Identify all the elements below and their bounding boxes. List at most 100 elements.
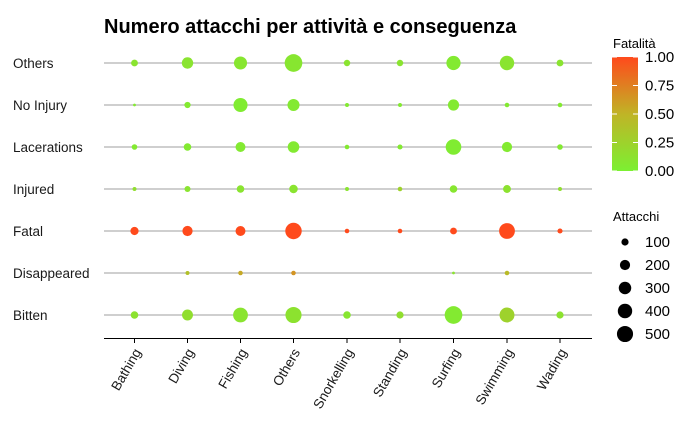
bubble-point — [450, 227, 457, 235]
y-tick-label: Injured — [13, 182, 54, 197]
bubble-point — [238, 270, 243, 276]
size-legend: Attacchi 100 200 300 400 500 — [613, 209, 670, 343]
chart-title: Numero attacchi per attività e conseguen… — [104, 16, 517, 38]
x-tick-label: Snorkelling — [310, 346, 356, 411]
bubble-point — [499, 307, 515, 323]
size-legend-dot — [619, 259, 631, 271]
x-tick-label: Standing — [370, 346, 410, 400]
y-axis-ticks: Bitten Disappeared Fatal Injured Lacerations… — [13, 56, 90, 323]
bubble-point — [499, 55, 515, 71]
bubble-point — [133, 103, 136, 107]
x-tick-label: Surfing — [429, 346, 463, 391]
x-tick-label: Swimming — [472, 346, 516, 407]
color-legend-label: 0.75 — [645, 78, 674, 95]
bubble-point — [345, 187, 349, 191]
color-legend-label: 0.50 — [645, 106, 674, 123]
size-legend-items: 100 200 300 400 500 — [616, 234, 670, 343]
bubble-point — [130, 311, 139, 319]
size-legend-dot — [616, 325, 634, 343]
x-tick-label: Diving — [165, 346, 197, 386]
bubble-point — [557, 228, 563, 234]
color-legend-label: 0.25 — [645, 135, 674, 152]
size-legend-label: 200 — [645, 257, 670, 274]
size-legend-label: 100 — [645, 234, 670, 251]
size-legend-dot — [618, 281, 632, 295]
bubble-point — [236, 185, 245, 193]
bubble-point — [235, 142, 246, 152]
bubble-point — [235, 226, 246, 236]
bubble-point — [501, 141, 513, 153]
y-tick-label: No Injury — [13, 98, 67, 113]
color-legend-ticks: 0.00 0.25 0.50 0.75 1.00 — [612, 49, 674, 180]
bubble-point — [289, 184, 298, 194]
bubble-point — [285, 306, 302, 324]
bubble-point — [504, 102, 510, 108]
bubble-point — [233, 307, 248, 323]
bubble-layer — [130, 54, 564, 324]
y-tick-label: Disappeared — [13, 266, 90, 281]
size-legend-dot — [621, 238, 629, 246]
bubble-point — [131, 144, 138, 150]
size-legend-label: 300 — [645, 280, 670, 297]
bubble-point — [503, 185, 511, 193]
bubble-point — [343, 311, 351, 319]
y-tick-label: Others — [13, 56, 54, 71]
size-legend-dot — [617, 303, 633, 319]
bubble-point — [452, 271, 455, 275]
bubble-point — [184, 101, 191, 109]
size-legend-label: 500 — [645, 326, 670, 343]
bubble-point — [233, 56, 248, 70]
bubble-point — [396, 311, 404, 319]
color-legend-title: Fatalità — [613, 36, 656, 51]
bubble-point — [556, 311, 564, 319]
x-tick-label: Fishing — [215, 346, 250, 391]
bubble-point — [445, 139, 462, 155]
bubble-point — [182, 225, 193, 237]
bubble-point — [504, 270, 510, 276]
bubble-point — [287, 141, 300, 153]
bubble-point — [397, 186, 403, 192]
bubble-point — [285, 222, 302, 240]
bubble-point — [557, 144, 563, 150]
color-legend: Fatalità 0.00 0.25 0.50 0.75 1.00 — [612, 36, 674, 180]
bubble-point — [344, 144, 350, 150]
bubble-point — [556, 59, 564, 67]
bubble-point — [398, 103, 402, 107]
bubble-point — [184, 185, 191, 193]
y-tick-label: Lacerations — [13, 140, 83, 155]
bubble-point — [344, 228, 350, 234]
bubble-point — [182, 309, 193, 321]
bubble-point — [284, 54, 303, 72]
bubble-point — [397, 144, 403, 150]
bubble-point — [343, 59, 351, 67]
bubble-point — [444, 306, 463, 324]
color-legend-label: 1.00 — [645, 49, 674, 66]
bubble-point — [449, 185, 458, 193]
bubble-point — [558, 187, 562, 191]
bubble-point — [557, 102, 563, 108]
bubble-point — [287, 98, 300, 112]
x-axis-ticks: Bathing Diving Fishing Others Snorkelling Sta… — [108, 338, 570, 411]
y-tick-label: Fatal — [13, 224, 43, 239]
bubble-point — [181, 57, 194, 69]
x-tick-label: Bathing — [108, 346, 144, 393]
bubble-point — [447, 99, 460, 111]
bubble-point — [185, 271, 190, 275]
y-tick-label: Bitten — [13, 308, 48, 323]
bubble-point — [130, 226, 139, 236]
bubble-point — [397, 228, 403, 234]
bubble-point — [446, 55, 461, 71]
bubble-point — [233, 97, 248, 113]
bubble-point — [345, 103, 349, 107]
size-legend-title: Attacchi — [613, 209, 659, 224]
x-tick-label: Others — [270, 346, 303, 389]
bubble-point — [396, 59, 404, 67]
size-legend-label: 400 — [645, 303, 670, 320]
color-legend-label: 0.00 — [645, 163, 674, 180]
bubble-point — [183, 143, 192, 151]
bubble-point — [291, 270, 296, 276]
bubble-point — [499, 223, 515, 239]
bubble-point — [131, 59, 138, 67]
bubble-point — [132, 187, 137, 191]
